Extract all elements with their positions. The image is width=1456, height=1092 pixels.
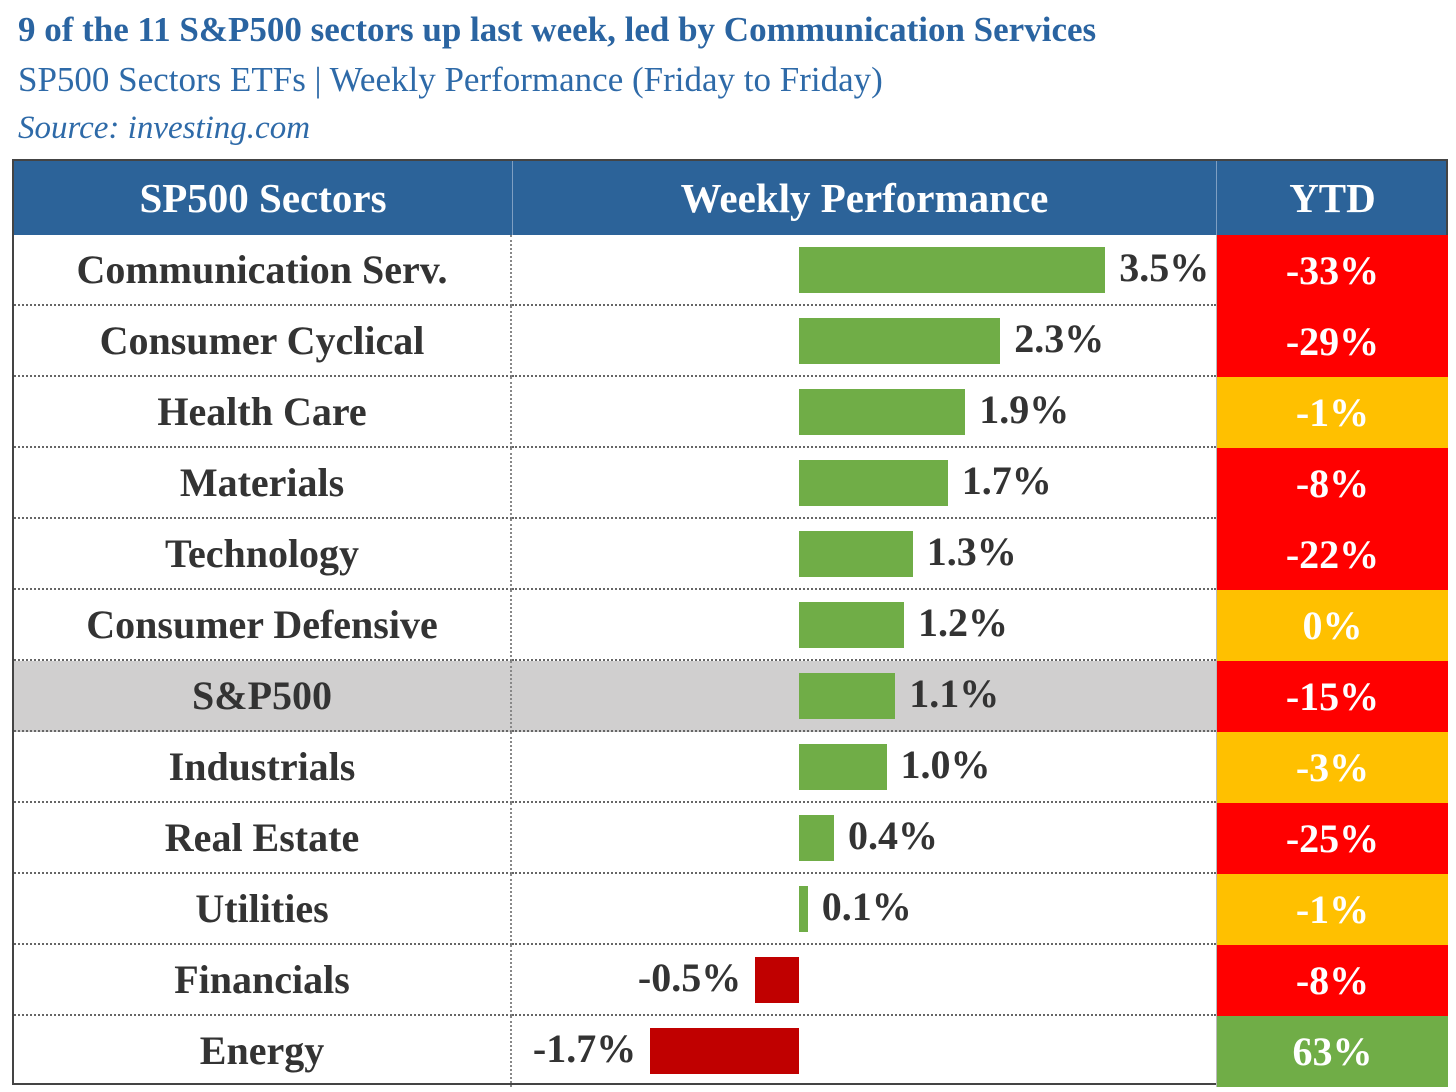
table-header: SP500 Sectors Weekly Performance YTD <box>14 161 1446 235</box>
weekly-performance-cell: 1.2% <box>512 590 1216 661</box>
weekly-performance-bar <box>799 460 948 506</box>
sector-name: Communication Serv. <box>14 235 512 306</box>
weekly-performance-bar <box>799 886 808 932</box>
weekly-performance-cell: 1.3% <box>512 519 1216 590</box>
weekly-performance-cell: -0.5% <box>512 945 1216 1016</box>
table-row: Materials 1.7% -8% <box>14 448 1448 519</box>
weekly-performance-label: 0.4% <box>848 813 938 858</box>
table-row: Utilities 0.1% -1% <box>14 874 1448 945</box>
weekly-performance-bar <box>799 673 896 719</box>
sector-name: Health Care <box>14 377 512 448</box>
weekly-performance-bar <box>650 1028 799 1074</box>
weekly-performance-cell: 2.3% <box>512 306 1216 377</box>
sector-name: Technology <box>14 519 512 590</box>
table-row: Consumer Defensive 1.2% 0% <box>14 590 1448 661</box>
weekly-performance-bar <box>799 815 834 861</box>
table-row: Consumer Cyclical 2.3% -29% <box>14 306 1448 377</box>
weekly-performance-cell: 1.0% <box>512 732 1216 803</box>
weekly-performance-cell: -1.7% <box>512 1016 1216 1087</box>
weekly-performance-cell: 0.4% <box>512 803 1216 874</box>
table-row: Real Estate 0.4% -25% <box>14 803 1448 874</box>
weekly-performance-cell: 1.7% <box>512 448 1216 519</box>
ytd-cell: 0% <box>1216 590 1448 661</box>
column-header-weekly-performance: Weekly Performance <box>512 161 1216 235</box>
weekly-performance-label: 1.2% <box>918 600 1008 645</box>
ytd-cell: -33% <box>1216 235 1448 306</box>
ytd-cell: -1% <box>1216 377 1448 448</box>
sector-name: S&P500 <box>14 661 512 732</box>
sector-name: Energy <box>14 1016 512 1087</box>
ytd-cell: -29% <box>1216 306 1448 377</box>
sector-name: Utilities <box>14 874 512 945</box>
sector-name: Financials <box>14 945 512 1016</box>
weekly-performance-cell: 1.9% <box>512 377 1216 448</box>
weekly-performance-label: 1.3% <box>926 529 1017 574</box>
sector-performance-table: SP500 Sectors Weekly Performance YTD Com… <box>12 159 1448 1087</box>
weekly-performance-label: 1.0% <box>900 742 991 787</box>
chart-title: 9 of the 11 S&P500 sectors up last week,… <box>18 10 1097 49</box>
sector-name: Real Estate <box>14 803 512 874</box>
ytd-cell: -25% <box>1216 803 1448 874</box>
table-row: Energy -1.7% 63% <box>14 1016 1448 1087</box>
weekly-performance-label: 2.3% <box>1014 316 1105 361</box>
ytd-cell: -8% <box>1216 448 1448 519</box>
table-row: S&P500 1.1% -15% <box>14 661 1448 732</box>
weekly-performance-bar <box>799 247 1106 293</box>
weekly-performance-label: 1.7% <box>961 458 1052 503</box>
ytd-cell: -8% <box>1216 945 1448 1016</box>
sector-name: Consumer Cyclical <box>14 306 512 377</box>
chart-subtitle: SP500 Sectors ETFs | Weekly Performance … <box>18 60 883 99</box>
weekly-performance-cell: 3.5% <box>512 235 1216 306</box>
weekly-performance-label: -0.5% <box>637 955 742 1000</box>
weekly-performance-bar <box>755 957 799 1003</box>
weekly-performance-label: -1.7% <box>532 1026 637 1071</box>
ytd-cell: -3% <box>1216 732 1448 803</box>
ytd-cell: 63% <box>1216 1016 1448 1087</box>
table-row: Technology 1.3% -22% <box>14 519 1448 590</box>
weekly-performance-cell: 1.1% <box>512 661 1216 732</box>
weekly-performance-bar <box>799 602 904 648</box>
weekly-performance-label: 3.5% <box>1119 245 1210 290</box>
table-row: Industrials 1.0% -3% <box>14 732 1448 803</box>
ytd-cell: -1% <box>1216 874 1448 945</box>
table-row: Communication Serv. 3.5% -33% <box>14 235 1448 306</box>
weekly-performance-bar <box>799 389 966 435</box>
column-header-ytd: YTD <box>1216 161 1448 235</box>
table-row: Financials -0.5% -8% <box>14 945 1448 1016</box>
ytd-cell: -22% <box>1216 519 1448 590</box>
weekly-performance-label: 1.1% <box>909 671 1000 716</box>
weekly-performance-label: 0.1% <box>821 884 912 929</box>
ytd-cell: -15% <box>1216 661 1448 732</box>
weekly-performance-cell: 0.1% <box>512 874 1216 945</box>
sector-name: Consumer Defensive <box>14 590 512 661</box>
weekly-performance-bar <box>799 318 1001 364</box>
chart-source: Source: investing.com <box>18 110 311 146</box>
sector-name: Industrials <box>14 732 512 803</box>
sector-name: Materials <box>14 448 512 519</box>
column-header-sectors: SP500 Sectors <box>139 175 387 221</box>
table-row: Health Care 1.9% -1% <box>14 377 1448 448</box>
weekly-performance-bar <box>799 531 913 577</box>
weekly-performance-bar <box>799 744 887 790</box>
weekly-performance-label: 1.9% <box>979 387 1070 432</box>
